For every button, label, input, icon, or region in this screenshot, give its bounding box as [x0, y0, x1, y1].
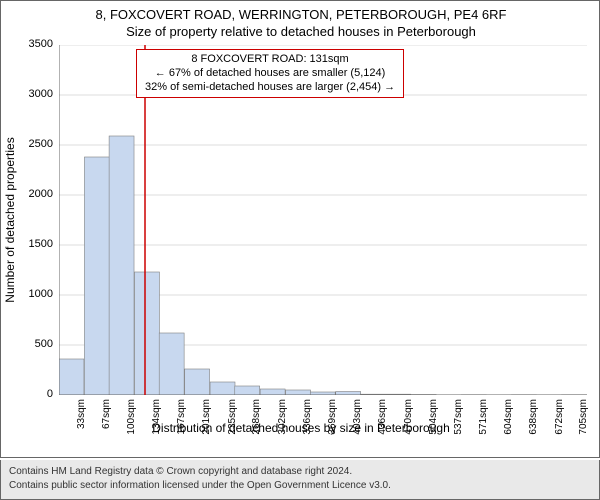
annotation-box: 8 FOXCOVERT ROAD: 131sqm ← 67% of detach…	[136, 49, 404, 98]
x-tick-label: 302sqm	[277, 399, 288, 449]
x-tick-label: 100sqm	[126, 399, 137, 449]
y-tick-label: 1500	[13, 238, 53, 250]
y-tick-label: 500	[13, 338, 53, 350]
y-tick-label: 0	[13, 388, 53, 400]
x-tick-label: 470sqm	[403, 399, 414, 449]
x-tick-label: 604sqm	[503, 399, 514, 449]
x-tick-label: 235sqm	[227, 399, 238, 449]
x-tick-label: 705sqm	[578, 399, 589, 449]
x-tick-label: 336sqm	[302, 399, 313, 449]
x-tick-label: 504sqm	[428, 399, 439, 449]
annotation-line3: 32% of semi-detached houses are larger (…	[145, 81, 395, 95]
x-tick-label: 268sqm	[251, 399, 262, 449]
x-tick-label: 638sqm	[528, 399, 539, 449]
annotation-line1: 8 FOXCOVERT ROAD: 131sqm	[145, 53, 395, 67]
y-tick-label: 1000	[13, 288, 53, 300]
y-tick-label: 3000	[13, 88, 53, 100]
y-tick-label: 2000	[13, 188, 53, 200]
x-tick-label: 167sqm	[176, 399, 187, 449]
x-tick-label: 369sqm	[327, 399, 338, 449]
x-tick-label: 134sqm	[151, 399, 162, 449]
footer-line2: Contains public sector information licen…	[9, 479, 591, 493]
chart-panel: 8, FOXCOVERT ROAD, WERRINGTON, PETERBORO…	[0, 0, 600, 458]
chart-container: 8, FOXCOVERT ROAD, WERRINGTON, PETERBORO…	[0, 0, 600, 500]
x-tick-label: 67sqm	[101, 399, 112, 449]
x-tick-label: 201sqm	[201, 399, 212, 449]
x-tick-label: 436sqm	[377, 399, 388, 449]
chart-title-subtitle: Size of property relative to detached ho…	[1, 24, 600, 39]
x-tick-label: 537sqm	[453, 399, 464, 449]
footer-line1: Contains HM Land Registry data © Crown c…	[9, 465, 591, 479]
x-tick-label: 672sqm	[554, 399, 565, 449]
annotation-line2: ← 67% of detached houses are smaller (5,…	[145, 67, 395, 81]
x-tick-label: 403sqm	[352, 399, 363, 449]
footer-attribution: Contains HM Land Registry data © Crown c…	[0, 460, 600, 500]
y-tick-label: 2500	[13, 138, 53, 150]
x-tick-label: 571sqm	[478, 399, 489, 449]
chart-title-address: 8, FOXCOVERT ROAD, WERRINGTON, PETERBORO…	[1, 7, 600, 22]
y-tick-label: 3500	[13, 38, 53, 50]
x-tick-label: 33sqm	[76, 399, 87, 449]
